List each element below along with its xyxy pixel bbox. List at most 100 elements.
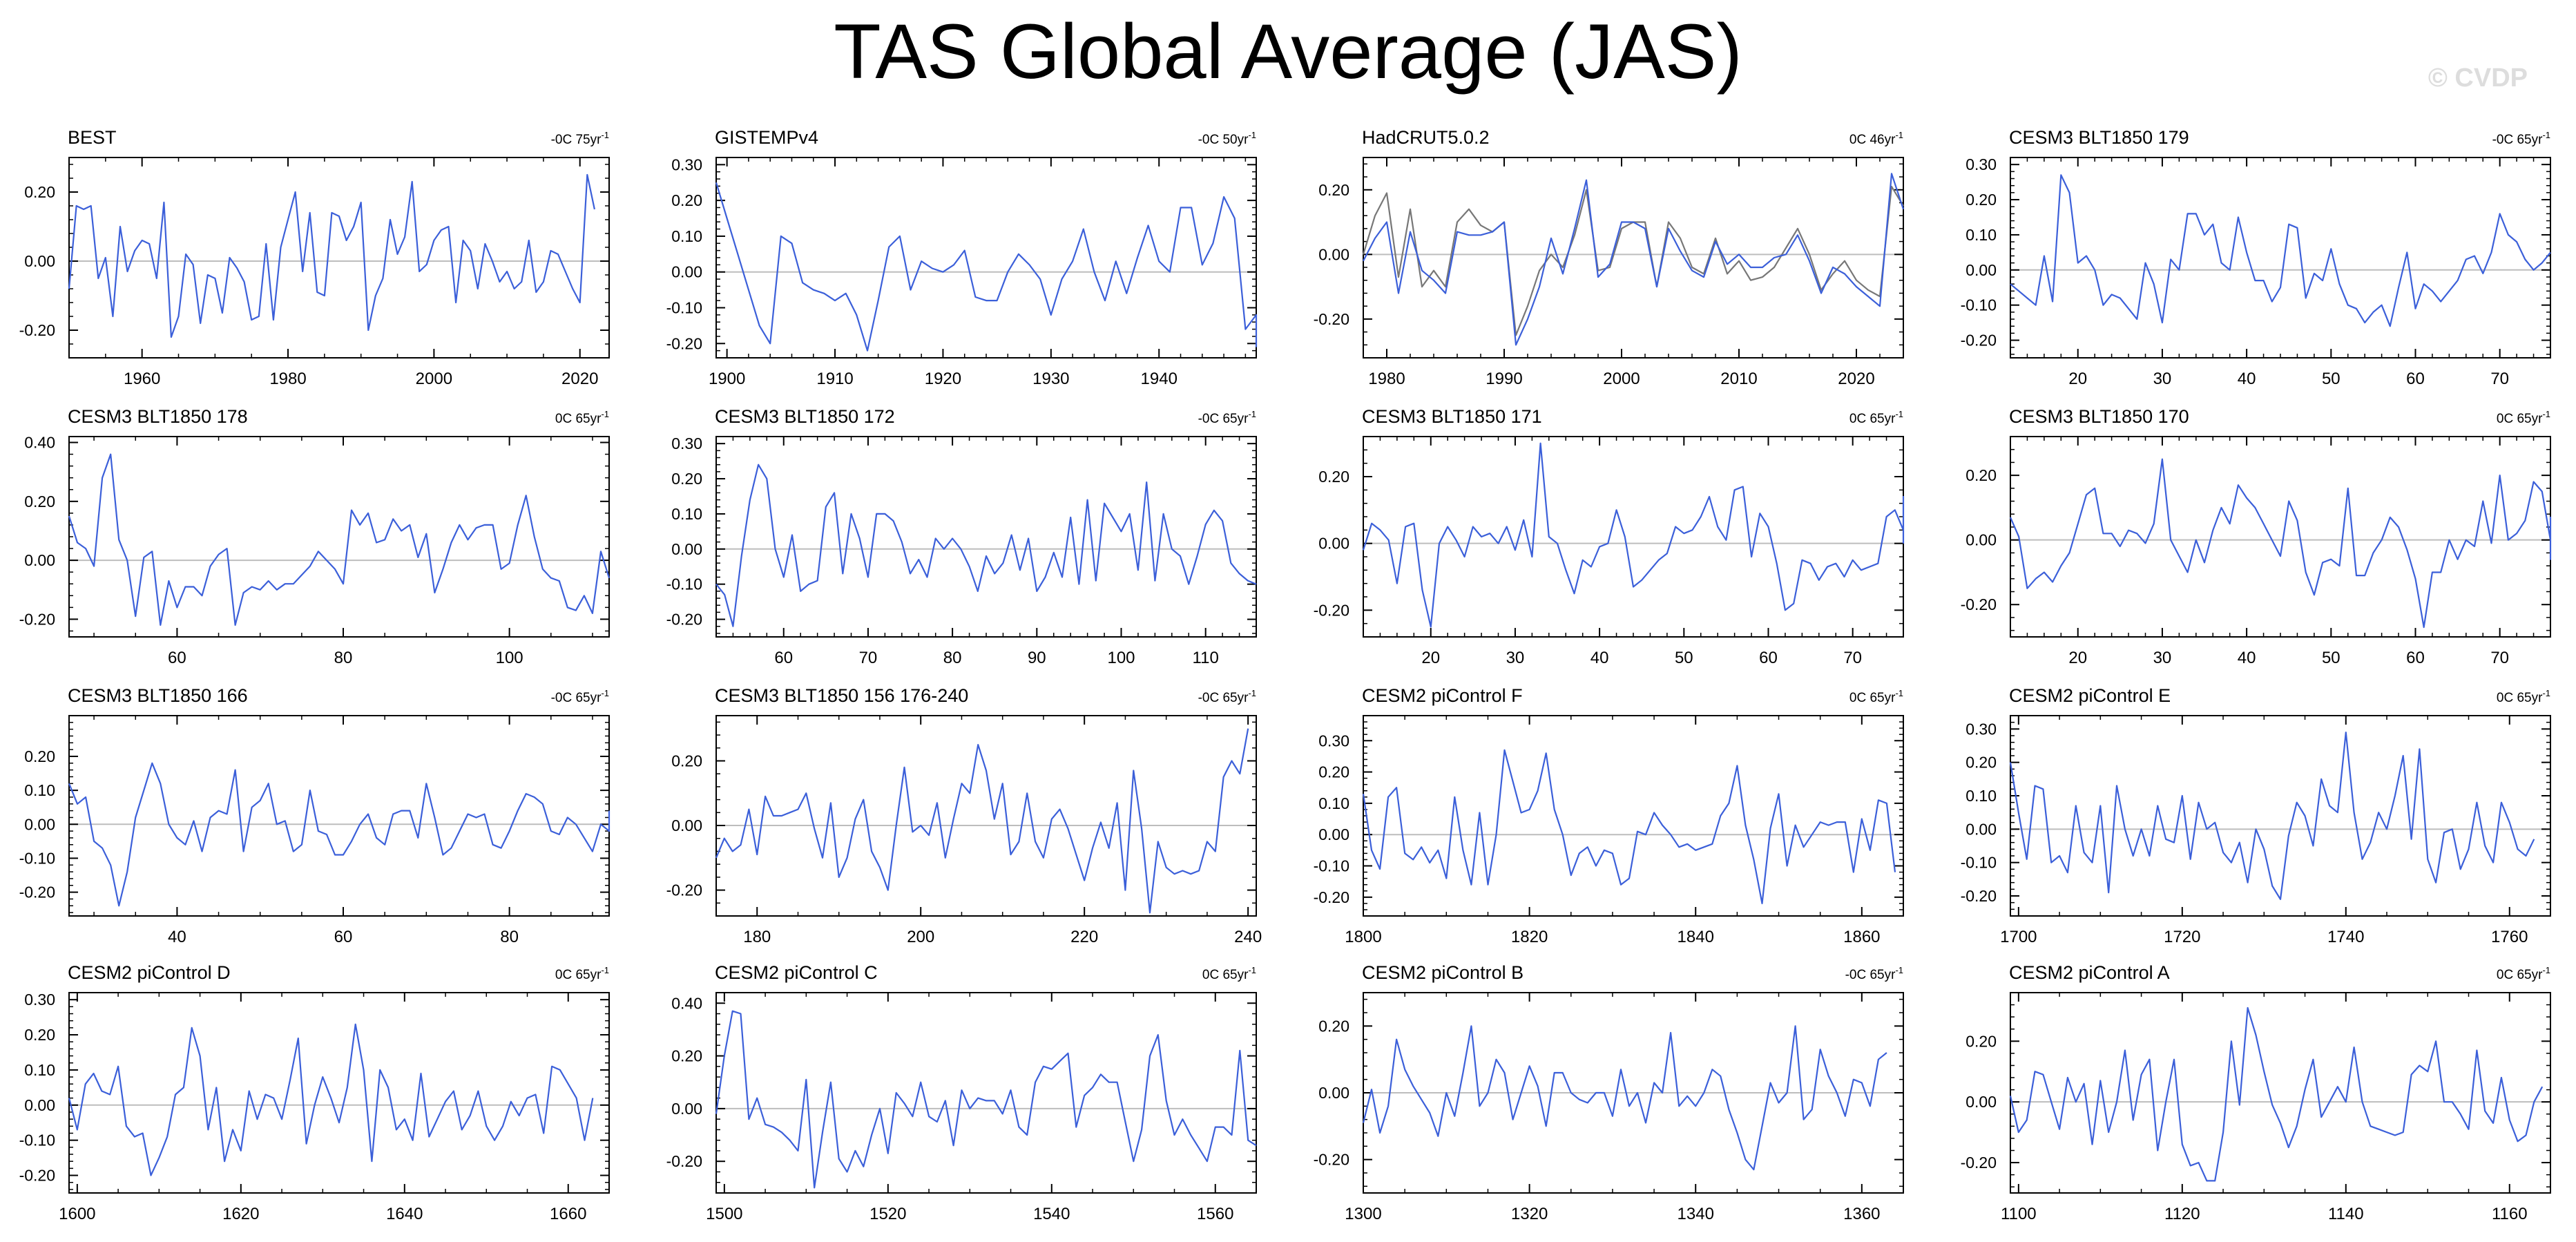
trend-label: -0C 65yr-1 <box>2492 130 2550 147</box>
x-tick-label: 1760 <box>2491 928 2528 946</box>
y-tick-label: 0.30 <box>24 991 55 1009</box>
trend-label: 0C 65yr-1 <box>555 965 609 982</box>
trend-label: 0C 65yr-1 <box>2497 965 2550 982</box>
y-tick-label: 0.00 <box>671 263 702 281</box>
y-tick-label: 0.00 <box>1318 1084 1349 1102</box>
y-tick-label: 0.10 <box>24 1061 55 1079</box>
y-tick-label: 0.30 <box>671 434 702 452</box>
x-tick-label: 1980 <box>1368 370 1405 388</box>
y-tick-label: -0.20 <box>1314 1151 1349 1169</box>
x-tick-label: 1930 <box>1032 370 1069 388</box>
x-tick-label: 40 <box>168 928 186 946</box>
chart-panel: CESM3 BLT1850 166 -0C 65yr-1 40 60 80 -0.20 -0… <box>19 685 611 946</box>
panel-title: CESM2 piControl C <box>715 962 878 983</box>
chart-panel: CESM3 BLT1850 178 0C 65yr-1 60 80 100 -0.20 0.… <box>19 406 611 667</box>
plot-frame <box>1363 715 1904 917</box>
y-tick-label: -0.20 <box>1961 887 1997 905</box>
x-tick-label: 1800 <box>1345 928 1381 946</box>
x-tick-label: 60 <box>774 649 793 667</box>
trend-label: -0C 65yr-1 <box>551 688 609 705</box>
y-tick-label: -0.20 <box>19 883 55 901</box>
y-tick-label: 0.00 <box>1965 531 1997 549</box>
y-tick-label: -0.20 <box>1961 595 1997 613</box>
plot-frame <box>715 436 1257 638</box>
y-tick-label: 0.20 <box>671 752 702 770</box>
panel-title: CESM3 BLT1850 171 <box>1362 406 1542 427</box>
x-tick-label: 50 <box>1675 649 1693 667</box>
x-tick-label: 30 <box>2153 649 2172 667</box>
trend-label: 0C 65yr-1 <box>555 409 609 426</box>
x-tick-label: 1140 <box>2328 1205 2364 1223</box>
x-tick-label: 1300 <box>1345 1205 1381 1223</box>
series-line <box>68 762 611 907</box>
x-tick-label: 1700 <box>2000 928 2037 946</box>
panel-title: BEST <box>68 127 117 148</box>
y-tick-label: 0.40 <box>24 434 55 452</box>
plot-frame <box>2010 992 2551 1194</box>
y-tick-label: 0.30 <box>1318 732 1349 749</box>
plot-frame <box>68 436 610 638</box>
x-tick-label: 1340 <box>1678 1205 1714 1223</box>
y-tick-label: 0.20 <box>1965 191 1997 209</box>
series-line-secondary <box>1362 186 1904 336</box>
x-tick-label: 100 <box>1107 649 1135 667</box>
trend-label: -0C 65yr-1 <box>1198 688 1256 705</box>
y-tick-label: 0.10 <box>1318 794 1349 812</box>
y-tick-label: 0.30 <box>671 155 702 173</box>
series-line <box>1362 749 1896 905</box>
chart-panel: CESM3 BLT1850 170 0C 65yr-1 20 30 40 50 60 70 -0… <box>1961 406 2552 667</box>
series-line <box>68 453 611 627</box>
y-tick-label: 0.30 <box>1965 155 1997 173</box>
x-tick-label: 40 <box>2238 370 2256 388</box>
y-tick-label: 0.00 <box>24 252 55 270</box>
y-tick-label: 0.20 <box>671 191 702 209</box>
x-tick-label: 90 <box>1028 649 1046 667</box>
y-tick-label: 0.20 <box>1965 754 1997 772</box>
series-line <box>2009 1006 2544 1182</box>
x-tick-label: 60 <box>2406 649 2425 667</box>
y-tick-label: 0.20 <box>1965 1032 1997 1050</box>
trend-label: 0C 65yr-1 <box>1202 965 1256 982</box>
y-tick-label: 0.20 <box>671 1047 702 1065</box>
x-tick-label: 1560 <box>1197 1205 1233 1223</box>
x-tick-label: 1990 <box>1486 370 1522 388</box>
y-tick-label: 0.10 <box>1965 787 1997 805</box>
trend-label: 0C 65yr-1 <box>2497 688 2550 705</box>
y-tick-label: 0.40 <box>671 994 702 1012</box>
x-tick-label: 1120 <box>2164 1205 2200 1223</box>
x-tick-label: 20 <box>2068 370 2087 388</box>
x-tick-label: 1600 <box>59 1205 95 1223</box>
chart-panel: CESM3 BLT1850 179 -0C 65yr-1 20 30 40 50 60 70 -… <box>1961 127 2551 388</box>
x-tick-label: 20 <box>1421 649 1440 667</box>
plot-frame <box>68 992 610 1194</box>
x-tick-label: 70 <box>2490 370 2509 388</box>
x-tick-label: 70 <box>859 649 878 667</box>
trend-label: -0C 65yr-1 <box>1845 965 1903 982</box>
x-tick-label: 1620 <box>222 1205 259 1223</box>
x-tick-label: 40 <box>1590 649 1609 667</box>
series-line <box>715 1010 1257 1189</box>
x-tick-label: 1940 <box>1141 370 1178 388</box>
x-tick-label: 2000 <box>1603 370 1640 388</box>
chart-panel: CESM2 piControl C 0C 65yr-1 1500 1520 1540 15… <box>666 962 1257 1223</box>
x-tick-label: 1900 <box>709 370 745 388</box>
plot-frame <box>2010 715 2551 917</box>
x-tick-label: 1540 <box>1033 1205 1070 1223</box>
panel-title: CESM3 BLT1850 166 <box>68 685 248 706</box>
series-line <box>1363 173 1905 346</box>
y-tick-label: -0.20 <box>666 611 702 629</box>
series-line <box>1362 1025 1887 1171</box>
y-tick-label: -0.20 <box>666 881 702 899</box>
y-tick-label: 0.00 <box>24 551 55 569</box>
x-tick-label: 1960 <box>124 370 160 388</box>
y-tick-label: 0.00 <box>24 1096 55 1114</box>
panel-title: CESM3 BLT1850 178 <box>68 406 248 427</box>
x-tick-label: 1640 <box>386 1205 423 1223</box>
x-tick-label: 60 <box>334 928 353 946</box>
page-title: TAS Global Average (JAS) <box>834 8 1742 95</box>
y-tick-label: -0.20 <box>666 1152 702 1170</box>
trend-label: -0C 50yr-1 <box>1198 130 1256 147</box>
chart-panel: HadCRUT5.0.2 0C 46yr-1 1980 1990 2000 2010 202… <box>1314 127 1905 388</box>
plot-frame <box>1363 157 1904 359</box>
